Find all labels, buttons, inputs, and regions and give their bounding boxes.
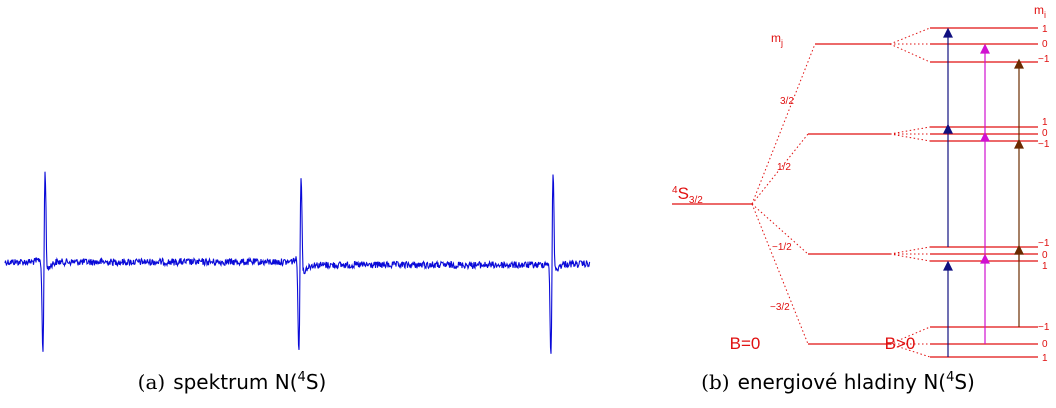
transitions-magenta [980, 43, 990, 344]
transitions-blue [943, 27, 953, 357]
label-b-zero: B=0 [730, 334, 761, 353]
caption-a: (a) spektrum N(4S) [138, 370, 327, 394]
label-b-pos: B>0 [885, 334, 916, 353]
arrow-head [943, 260, 953, 271]
transitions-brown [1014, 58, 1024, 327]
panel-b: 4S3/2 mj 3/2 1/2 −1/2 −3/2 [672, 3, 1050, 364]
ground-state-label: 4S3/2 [672, 184, 703, 206]
connector-m3-2 [751, 203, 809, 345]
fan-m3-2 [889, 326, 931, 358]
mi-label: 0 [1042, 339, 1048, 350]
mi-label: 1 [1042, 353, 1048, 364]
mj-label-1-2: 1/2 [777, 162, 791, 173]
mi-label: 0 [1042, 39, 1048, 50]
connector-m1-2 [751, 203, 809, 255]
panel-a [4, 171, 591, 354]
mi-label: 1 [1042, 261, 1048, 272]
mi-label: 0 [1042, 250, 1048, 261]
arrow-head [980, 43, 990, 54]
mi-label: −1 [1038, 139, 1050, 150]
mi-label: −1 [1038, 322, 1050, 333]
arrow-head [980, 131, 990, 142]
arrow-head [1014, 58, 1024, 69]
fan-m1-2 [889, 246, 931, 262]
mi-label: 0 [1042, 128, 1048, 139]
connector-3-2 [751, 43, 816, 205]
mi-header: mi [1034, 3, 1046, 20]
mj-label-m3-2: −3/2 [770, 302, 790, 313]
arrow-head [1014, 138, 1024, 149]
fan-1-2 [889, 126, 931, 142]
mi-levels-m3-2 [930, 326, 1038, 358]
arrow-head [980, 253, 990, 264]
connector-1-2 [751, 133, 809, 205]
mi-label: −1 [1038, 238, 1050, 249]
mj-label-m1-2: −1/2 [772, 242, 792, 253]
arrow-head [943, 123, 953, 134]
mi-label: 1 [1042, 24, 1048, 35]
fan-3-2 [889, 27, 931, 63]
mj-label-3-2: 3/2 [780, 96, 794, 107]
spectrum-trace [4, 171, 591, 354]
mi-label: 1 [1042, 117, 1048, 128]
mi-label: −1 [1038, 54, 1050, 65]
arrow-head [943, 27, 953, 38]
caption-b: (b) energiové hladiny N(4S) [701, 370, 975, 394]
mj-header: mj [771, 31, 783, 48]
